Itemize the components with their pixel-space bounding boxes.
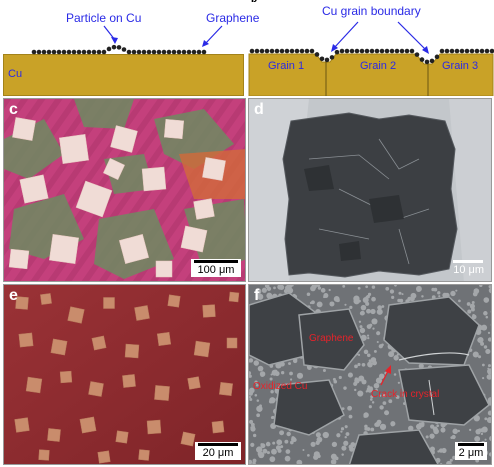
panel-c-scalebar: 100 μm: [191, 259, 241, 277]
panel-f-scale-text: 2 μm: [458, 447, 484, 459]
panel-f-scalebar: 2 μm: [455, 442, 487, 460]
panel-e-texture: [4, 285, 245, 464]
panel-d-texture: [249, 99, 491, 281]
panel-c-image: c 100 μm: [3, 98, 246, 282]
label-oxidized-cu: Oxidized Cu: [253, 381, 308, 392]
panel-f-image: f Graphene Oxidized Cu Crack in crystal …: [248, 284, 492, 465]
panel-c-texture: [4, 99, 245, 281]
panel-e-scale-text: 20 μm: [202, 447, 234, 459]
cu-label: Cu: [8, 68, 23, 80]
schematic-right: b Cu grain boundary Grain 1 Grain 2 Grai…: [248, 0, 494, 96]
annotation-particle: Particle on Cu: [66, 11, 142, 25]
panel-e-image: e 20 μm: [3, 284, 246, 465]
annotation-graphene: Graphene: [206, 11, 260, 25]
label-crack: Crack in crystal: [371, 389, 440, 400]
graphene-chain-left: [31, 44, 207, 55]
panel-d-image: d 10 μm: [248, 98, 492, 282]
panel-f-texture: [249, 285, 491, 464]
panel-e-letter: e: [9, 287, 18, 304]
cu-substrate-right: [248, 21, 494, 96]
grain-2-label: Grain 2: [360, 60, 397, 72]
panel-c-letter: c: [9, 101, 18, 118]
panel-f-letter: f: [254, 287, 260, 304]
panel-c-scale-text: 100 μm: [197, 264, 235, 276]
label-graphene: Graphene: [309, 333, 354, 344]
panel-d-scalebar: 10 μm: [450, 259, 487, 277]
panel-letter-b: b: [251, 0, 257, 5]
panel-d-letter: d: [254, 101, 264, 118]
grain-1-label: Grain 1: [268, 60, 305, 72]
annotation-grain-boundary: Cu grain boundary: [322, 4, 421, 18]
panel-e-scalebar: 20 μm: [195, 442, 241, 460]
annotation-arrows-left: [103, 25, 223, 47]
schematic-left: Cu Particle on Cu Graphene: [0, 0, 259, 96]
cu-substrate-left: [3, 54, 244, 96]
grain-3-label: Grain 3: [442, 60, 479, 72]
panel-d-scale-text: 10 μm: [453, 264, 484, 276]
